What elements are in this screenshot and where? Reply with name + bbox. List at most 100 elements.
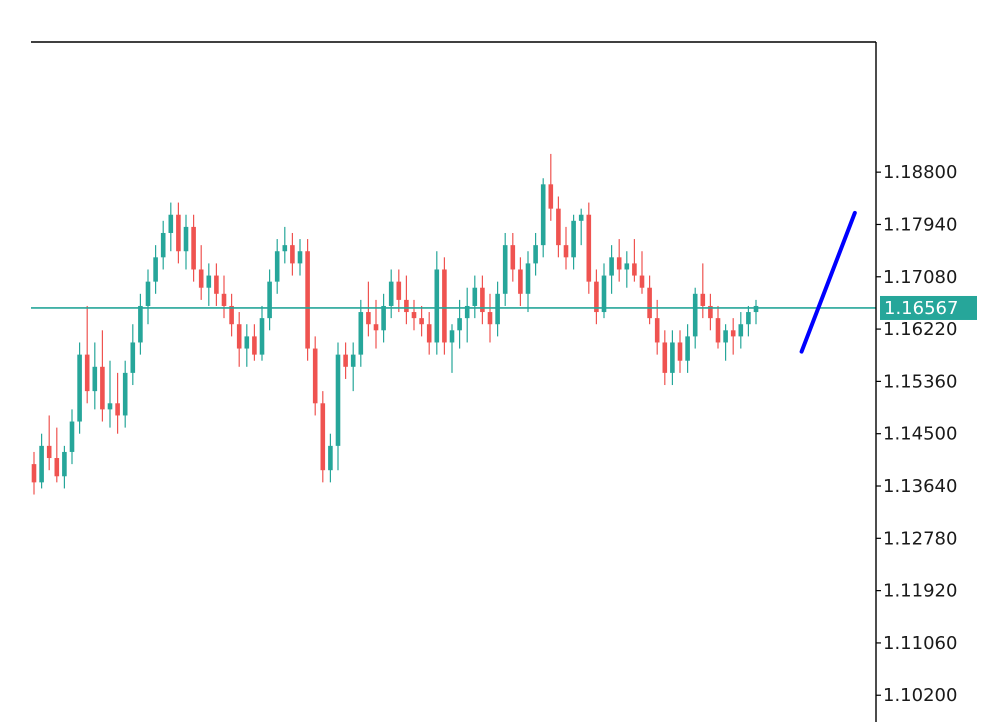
candle-body <box>746 312 751 325</box>
candle-14 <box>138 293 143 355</box>
candle-62 <box>502 232 508 306</box>
candle-body <box>168 214 174 233</box>
candle-46 <box>381 293 386 343</box>
candle-17 <box>160 220 166 270</box>
current-price-badge <box>880 295 977 320</box>
candle-body <box>730 330 736 337</box>
candle-48 <box>396 269 402 313</box>
candle-body <box>480 287 485 313</box>
candle-body <box>54 458 60 477</box>
candle-body <box>282 245 288 252</box>
candle-body <box>206 275 212 288</box>
candle-body <box>647 287 652 319</box>
candle-body <box>548 184 554 209</box>
candle-body <box>350 354 356 367</box>
candle-body <box>145 281 151 306</box>
candle-3 <box>54 427 60 483</box>
candle-body <box>457 318 462 331</box>
candle-body <box>624 263 630 270</box>
candle-71 <box>571 214 576 270</box>
candle-body <box>31 464 37 483</box>
candle-68 <box>548 153 554 221</box>
candle-body <box>685 336 690 361</box>
candle-body <box>122 372 128 416</box>
candle-body <box>715 318 721 343</box>
candle-body <box>426 324 432 343</box>
candle-90 <box>715 305 721 349</box>
candle-body <box>632 263 637 276</box>
candle-body <box>502 245 508 294</box>
candle-7 <box>84 305 90 404</box>
candle-body <box>708 305 713 319</box>
candle-10 <box>107 360 113 428</box>
candle-body <box>198 269 204 288</box>
candle-body <box>320 403 326 471</box>
candle-53 <box>434 251 440 355</box>
candle-body <box>654 318 660 343</box>
candle-body <box>107 403 113 410</box>
candle-body <box>563 245 569 258</box>
candle-body <box>191 226 196 270</box>
y-tick-label: 1.10200 <box>883 685 957 706</box>
candle-body <box>518 269 523 294</box>
candle-89 <box>708 293 713 331</box>
candle-body <box>84 354 90 392</box>
candle-body <box>130 342 136 373</box>
candle-body <box>594 281 599 313</box>
candle-body <box>692 293 698 337</box>
candle-12 <box>122 360 128 428</box>
candle-body <box>176 214 181 252</box>
candle-body <box>586 214 592 282</box>
candle-91 <box>723 324 728 361</box>
candle-82 <box>654 299 660 355</box>
candle-body <box>723 330 728 343</box>
candle-80 <box>639 251 645 294</box>
candle-39 <box>328 433 333 483</box>
candle-body <box>533 245 538 264</box>
candle-84 <box>670 330 675 386</box>
candle-95 <box>753 299 759 325</box>
candle-44 <box>366 281 371 337</box>
candle-9 <box>100 330 105 422</box>
candle-body <box>753 305 759 313</box>
candles <box>31 153 759 495</box>
candle-body <box>214 275 219 294</box>
candle-51 <box>419 305 424 337</box>
candle-54 <box>442 257 447 355</box>
candle-body <box>510 245 516 270</box>
candle-38 <box>320 391 326 483</box>
candle-25 <box>221 275 227 319</box>
candle-86 <box>685 324 690 373</box>
candle-55 <box>449 324 455 373</box>
candle-24 <box>214 263 219 306</box>
candle-body <box>252 336 257 355</box>
candle-body <box>525 263 531 294</box>
candle-body <box>556 208 561 246</box>
candle-body <box>464 305 470 319</box>
candle-27 <box>236 312 242 367</box>
candle-61 <box>495 281 500 337</box>
candle-81 <box>647 275 652 325</box>
candle-body <box>259 318 265 355</box>
candle-1 <box>39 433 44 489</box>
candle-body <box>700 293 706 306</box>
candle-body <box>115 403 120 416</box>
candle-47 <box>388 269 394 319</box>
candle-body <box>305 251 310 349</box>
candle-65 <box>525 251 531 313</box>
candle-body <box>77 354 82 422</box>
candle-body <box>160 232 166 258</box>
candle-body <box>39 445 44 483</box>
candle-59 <box>480 275 485 325</box>
candle-body <box>639 275 645 288</box>
candle-37 <box>312 336 318 416</box>
candle-body <box>670 342 675 373</box>
candle-92 <box>730 318 736 355</box>
y-tick-label: 1.11060 <box>883 633 957 654</box>
candle-64 <box>518 257 523 306</box>
candle-body <box>601 275 607 313</box>
candle-body <box>578 214 584 221</box>
candle-41 <box>343 342 348 379</box>
candle-body <box>449 330 455 343</box>
